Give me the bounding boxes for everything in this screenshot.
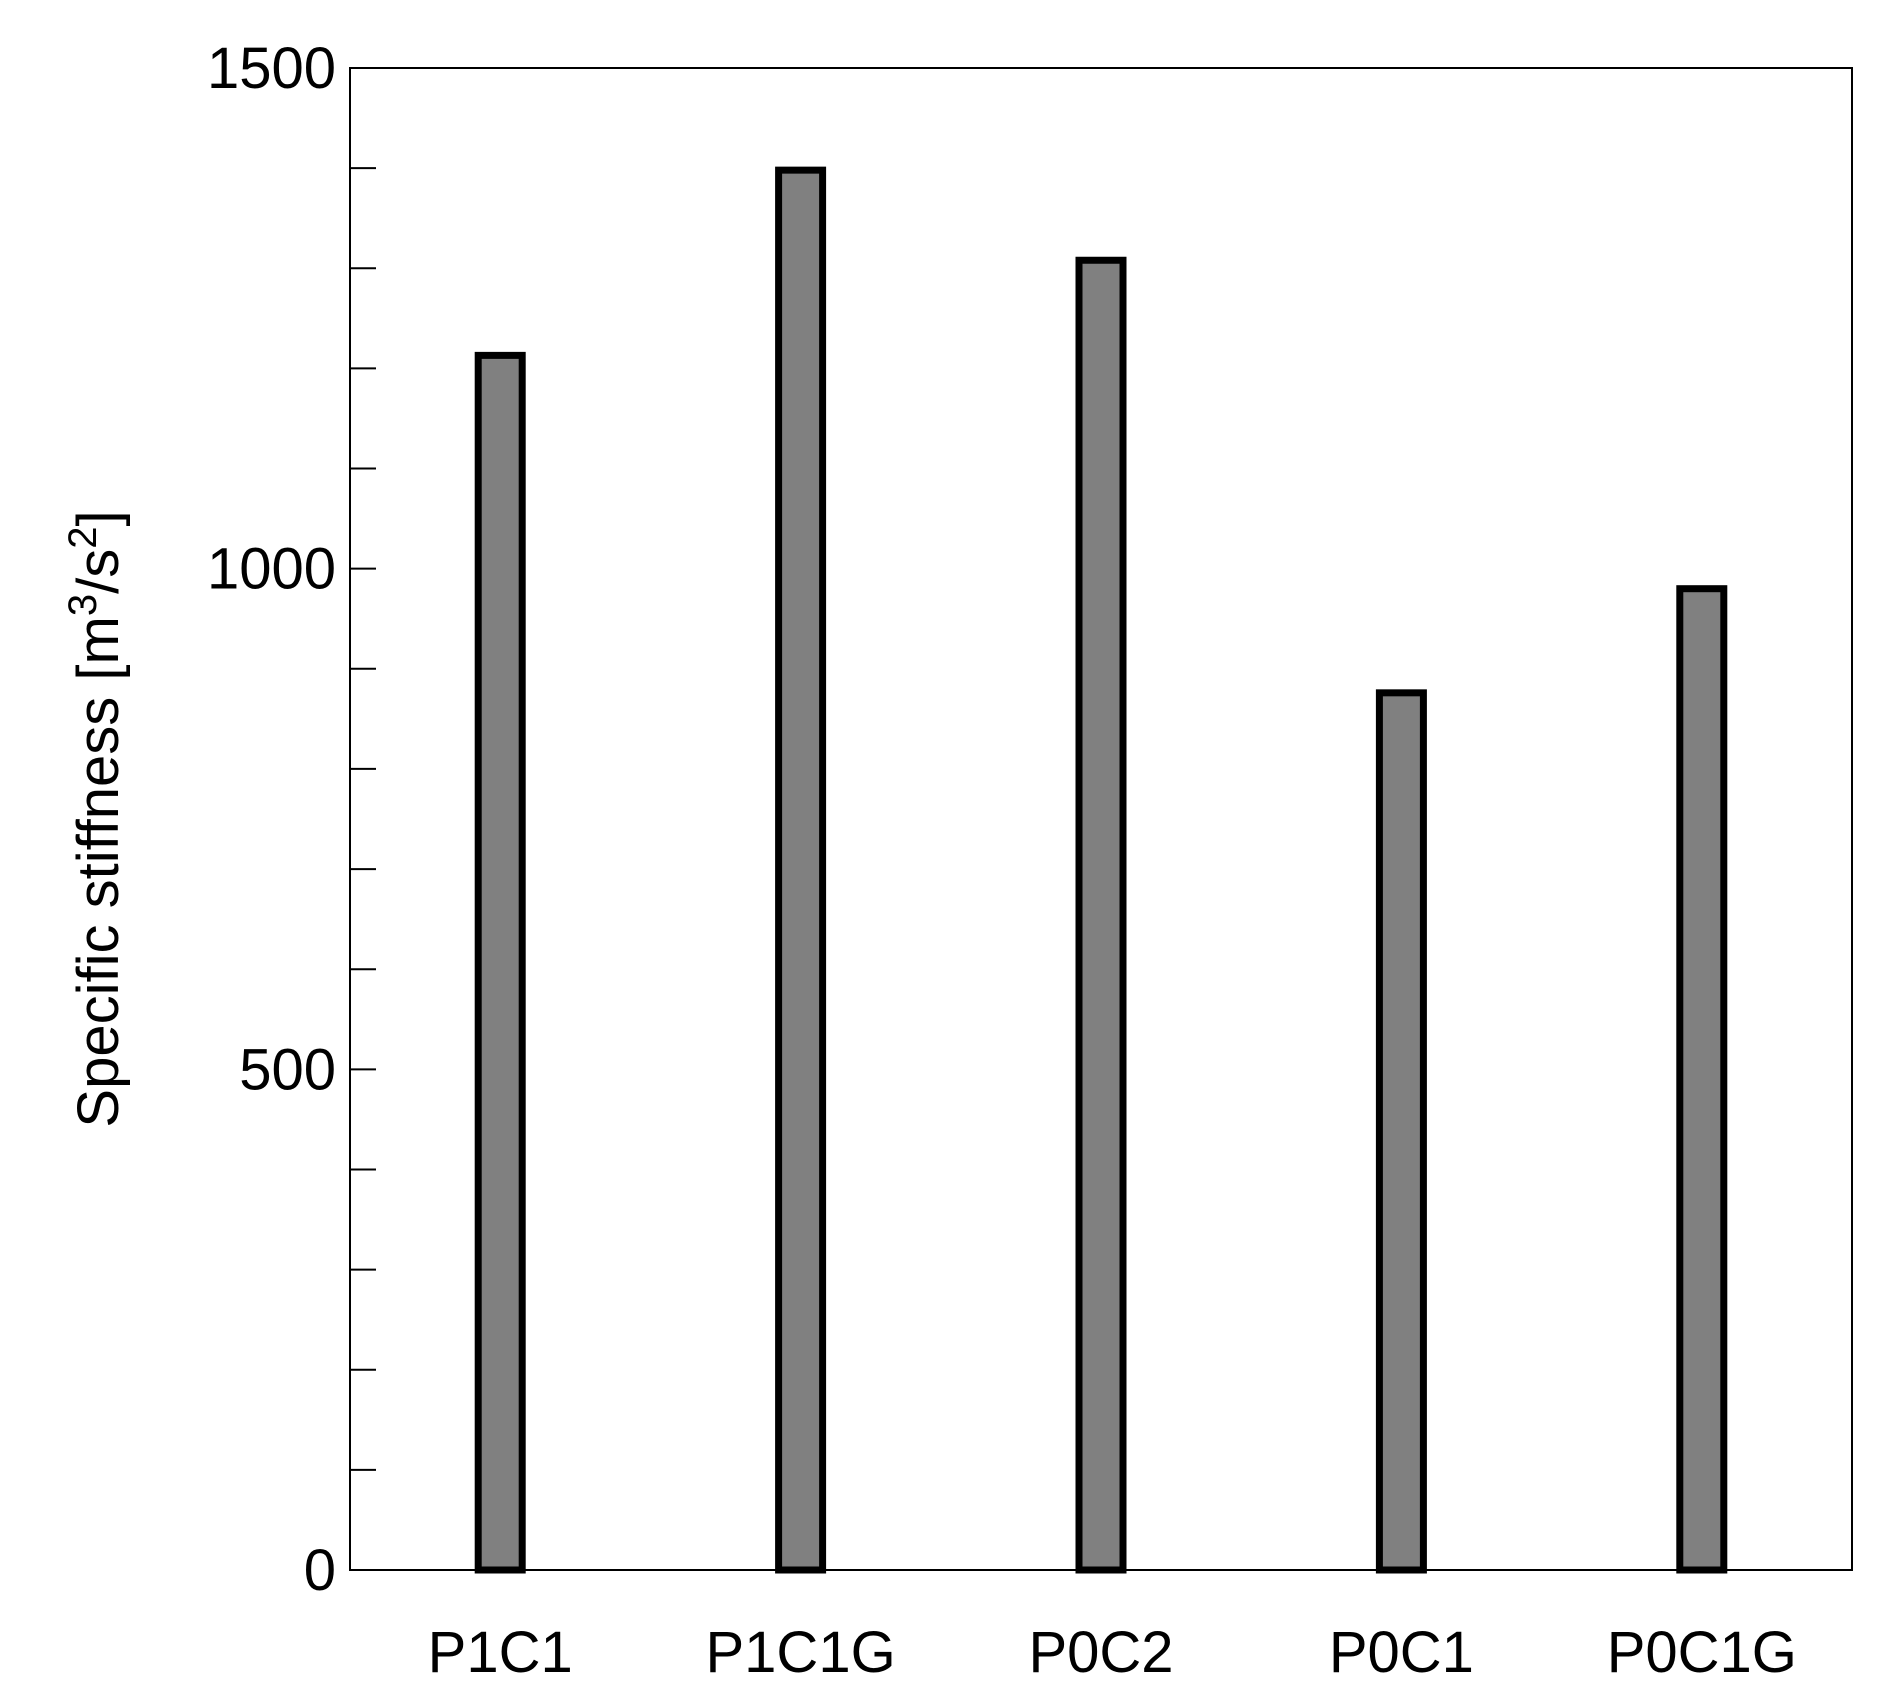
y-tick-label: 0 <box>304 1538 336 1603</box>
x-tick-label: P0C2 <box>1028 1620 1173 1685</box>
y-tick-label: 1500 <box>207 36 336 101</box>
x-tick-label: P0C1G <box>1607 1620 1797 1685</box>
bar-p1c1g <box>775 166 827 1574</box>
bar-p1c1 <box>474 351 526 1574</box>
bar-p0c1 <box>1375 689 1427 1574</box>
y-axis-title: Specific stiffness [m3/s2] <box>61 510 131 1127</box>
y-tick-label: 1000 <box>207 537 336 602</box>
y-tick-label: 500 <box>239 1037 336 1102</box>
x-tick-label: P0C1 <box>1329 1620 1474 1685</box>
bars <box>474 166 1728 1574</box>
x-tick-label: P1C1 <box>428 1620 573 1685</box>
x-axis-tick-labels: P1C1 P1C1G P0C2 P0C1 P0C1G <box>428 1620 1797 1685</box>
x-tick-label: P1C1G <box>705 1620 895 1685</box>
bar-p0c1g <box>1676 585 1728 1574</box>
bar-p0c2 <box>1075 256 1127 1574</box>
y-axis-ticks: 0 500 1000 1500 <box>207 36 376 1603</box>
